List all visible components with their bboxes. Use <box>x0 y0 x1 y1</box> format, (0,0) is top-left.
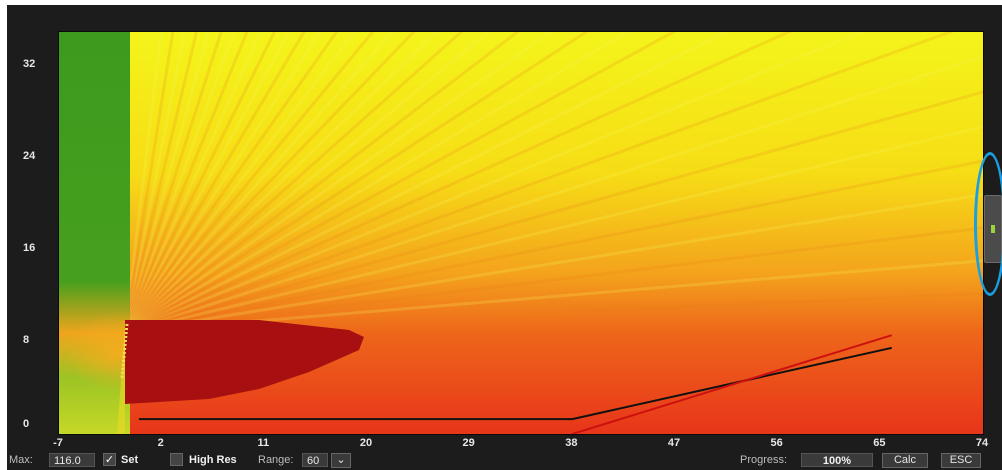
heatmap-app: 32 24 16 8 0 -7 2 11 20 29 38 47 56 65 74 Max: 116.0 … <box>7 5 1002 470</box>
ray-streak <box>124 32 589 334</box>
high-res-checkbox[interactable] <box>170 453 183 466</box>
ray-streak <box>123 32 356 333</box>
range-label: Range: <box>258 454 294 466</box>
dotted-marker <box>120 323 129 379</box>
max-input[interactable]: 116.0 <box>49 453 95 467</box>
progress-value: 100% <box>801 453 873 467</box>
set-label: Set <box>121 454 139 466</box>
ray-streak <box>124 32 955 334</box>
y-tick-label: 24 <box>23 150 36 163</box>
y-tick-label: 16 <box>23 242 36 255</box>
max-label: Max: <box>9 454 33 466</box>
side-panel-handle[interactable] <box>984 195 1002 263</box>
x-tick-label: 29 <box>462 437 475 449</box>
ray-streak <box>124 32 730 334</box>
ray-streak <box>124 226 983 334</box>
esc-button[interactable]: ESC <box>941 453 981 468</box>
dark-red-zone <box>125 320 364 404</box>
x-tick-label: -7 <box>53 437 63 449</box>
ray-streak <box>123 32 223 333</box>
ray-streak <box>123 32 416 334</box>
set-checkbox[interactable]: ✓ <box>103 453 116 466</box>
ray-streak <box>123 32 375 333</box>
ray-streak <box>124 32 553 334</box>
ray-streak <box>123 32 211 333</box>
heatmap-svg <box>59 32 983 434</box>
y-tick-label: 8 <box>23 334 30 347</box>
ray-streaks <box>123 32 983 334</box>
ray-streak <box>124 32 630 334</box>
ray-streak <box>124 125 983 334</box>
ray-streak <box>124 32 677 334</box>
heatmap-plot-area[interactable] <box>58 31 984 435</box>
ray-streak <box>123 32 291 333</box>
ray-streak <box>124 159 983 334</box>
ray-streak <box>123 32 249 333</box>
ray-streak <box>123 32 306 333</box>
ray-streak <box>124 54 983 334</box>
y-tick-label: 32 <box>23 58 36 71</box>
ray-streak <box>124 32 520 334</box>
ray-streak <box>123 32 187 333</box>
x-tick-label: 65 <box>873 437 886 449</box>
ray-streak <box>123 32 277 333</box>
x-tick-label: 11 <box>257 437 270 449</box>
ray-streak <box>124 292 983 334</box>
ray-streak <box>123 32 439 334</box>
yellow-strip <box>59 328 125 434</box>
ray-streak <box>123 32 175 333</box>
plot-lines <box>138 334 893 434</box>
ray-streak <box>124 193 983 334</box>
ray-streak <box>123 32 263 333</box>
range-dropdown-button[interactable]: ⌄ <box>331 453 351 468</box>
ray-streak <box>123 32 322 333</box>
y-tick-label: 0 <box>23 418 30 430</box>
ray-streak <box>123 32 163 333</box>
x-tick-label: 20 <box>359 437 373 449</box>
ray-streak <box>123 32 339 333</box>
ray-streak <box>124 32 866 334</box>
grip-icon <box>991 225 995 233</box>
plot-line-1 <box>138 346 892 421</box>
ray-streak <box>124 32 491 334</box>
x-tick-label: 38 <box>565 437 578 449</box>
ray-streak <box>123 32 395 333</box>
x-tick-label: 47 <box>667 437 681 449</box>
ray-streak <box>124 259 983 334</box>
toolbar: Max: 116.0 ✓ Set High Res Range: 60 ⌄ Pr… <box>7 451 1002 470</box>
x-tick-label: 56 <box>770 437 783 449</box>
ray-streak <box>123 32 199 333</box>
x-tick-label: 74 <box>975 437 989 449</box>
calc-button[interactable]: Calc <box>882 453 928 468</box>
ray-streak <box>123 32 236 333</box>
ray-streak <box>124 32 792 334</box>
progress-label: Progress: <box>740 454 788 466</box>
high-res-label: High Res <box>189 454 237 466</box>
x-tick-label: 2 <box>157 437 164 449</box>
range-select[interactable]: 60 <box>302 453 328 467</box>
plot-line-2 <box>572 334 893 434</box>
ray-streak <box>124 90 983 334</box>
ray-streak <box>124 32 464 334</box>
